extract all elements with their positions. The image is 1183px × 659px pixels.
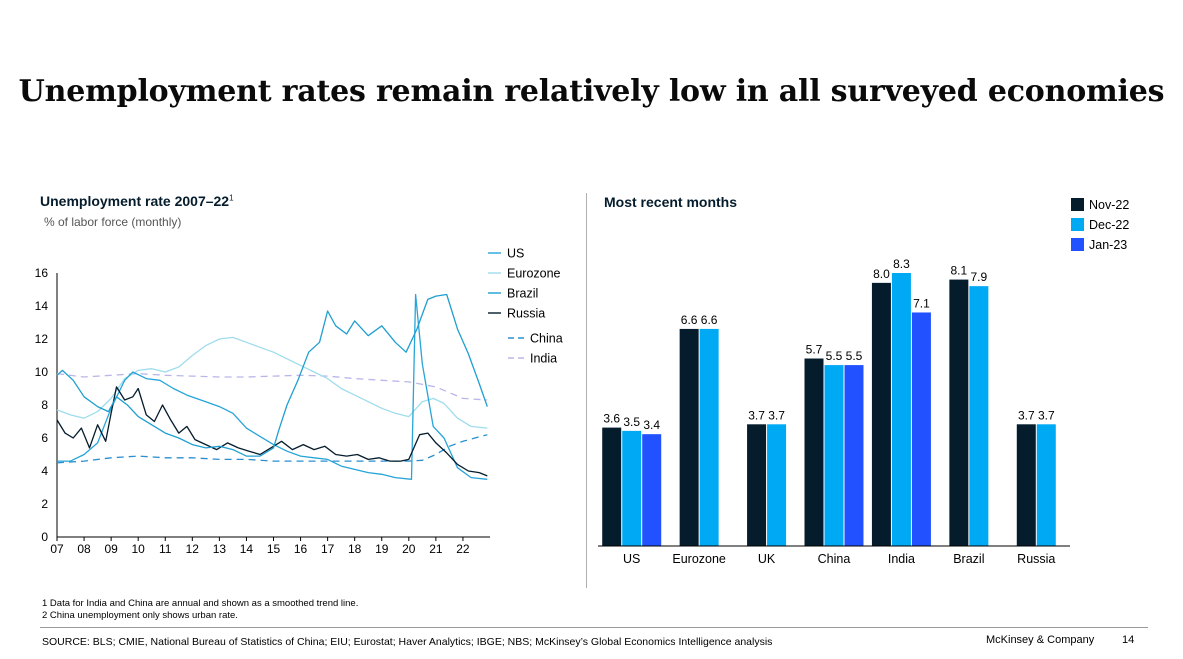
series-line-us bbox=[57, 293, 488, 480]
series-line-china bbox=[56, 434, 488, 464]
bar-value-label: 7.1 bbox=[913, 296, 930, 310]
category-label-china: China bbox=[818, 552, 851, 566]
bar-china-jan-23 bbox=[844, 365, 864, 546]
bar-russia-dec-22 bbox=[1036, 424, 1056, 546]
x-tick-label: 15 bbox=[267, 542, 281, 556]
bar-value-label: 3.6 bbox=[603, 412, 620, 426]
x-tick-label: 16 bbox=[294, 542, 308, 556]
page-title: Unemployment rates remain relatively low… bbox=[18, 74, 1165, 109]
category-label-russia: Russia bbox=[1017, 552, 1055, 566]
source-line: SOURCE: BLS; CMIE, National Bureau of St… bbox=[42, 636, 773, 648]
category-label-uk: UK bbox=[758, 552, 776, 566]
bar-india-nov-22 bbox=[871, 282, 891, 546]
line-chart-title-text: Unemployment rate 2007–22 bbox=[40, 193, 230, 209]
legend-label-nov-22: Nov-22 bbox=[1089, 198, 1129, 212]
bar-value-label: 6.6 bbox=[681, 313, 698, 327]
bar-us-dec-22 bbox=[622, 430, 642, 546]
bar-value-label: 3.7 bbox=[748, 408, 765, 422]
y-tick-label: 16 bbox=[35, 266, 49, 280]
x-tick-label: 11 bbox=[159, 542, 172, 556]
bar-us-jan-23 bbox=[642, 434, 662, 546]
bar-value-label: 8.1 bbox=[951, 264, 968, 278]
x-tick-label: 07 bbox=[50, 542, 64, 556]
legend-label-india: India bbox=[530, 352, 557, 366]
series-line-russia bbox=[56, 386, 488, 477]
category-label-india: India bbox=[888, 552, 915, 566]
line-chart-subtitle: % of labor force (monthly) bbox=[44, 215, 182, 229]
bar-china-dec-22 bbox=[824, 365, 844, 546]
bar-value-label: 5.5 bbox=[826, 349, 843, 363]
legend-label-brazil: Brazil bbox=[507, 287, 538, 301]
bar-value-label: 8.3 bbox=[893, 257, 910, 271]
x-tick-label: 19 bbox=[375, 542, 389, 556]
line-chart-title: Unemployment rate 2007–221 bbox=[40, 193, 234, 209]
chart-divider bbox=[586, 193, 587, 588]
category-label-eurozone: Eurozone bbox=[672, 552, 726, 566]
bar-uk-nov-22 bbox=[747, 424, 767, 546]
bar-eurozone-dec-22 bbox=[699, 328, 719, 546]
line-chart-footnote-mark: 1 bbox=[229, 193, 234, 203]
legend-label-dec-22: Dec-22 bbox=[1089, 218, 1129, 232]
brand-name: McKinsey & Company bbox=[986, 634, 1095, 646]
y-tick-label: 10 bbox=[35, 365, 49, 379]
bar-value-label: 3.4 bbox=[643, 418, 660, 432]
x-tick-label: 17 bbox=[321, 542, 335, 556]
bar-value-label: 3.7 bbox=[1018, 408, 1035, 422]
y-tick-label: 6 bbox=[41, 431, 48, 445]
bar-value-label: 3.5 bbox=[623, 415, 640, 429]
y-tick-label: 12 bbox=[35, 332, 49, 346]
footer-rule bbox=[40, 627, 1148, 628]
legend-label-china: China bbox=[530, 332, 563, 346]
bar-eurozone-nov-22 bbox=[679, 328, 699, 546]
y-tick-label: 4 bbox=[41, 464, 48, 478]
bar-value-label: 5.5 bbox=[846, 349, 863, 363]
bar-value-label: 7.9 bbox=[971, 270, 988, 284]
bar-us-nov-22 bbox=[602, 427, 622, 546]
footnote-2: 2 China unemployment only shows urban ra… bbox=[42, 610, 238, 621]
bar-value-label: 3.7 bbox=[1038, 408, 1055, 422]
x-tick-label: 08 bbox=[77, 542, 91, 556]
bar-russia-nov-22 bbox=[1016, 424, 1036, 546]
legend-label-us: US bbox=[507, 247, 524, 261]
bar-value-label: 3.7 bbox=[768, 408, 785, 422]
x-tick-label: 09 bbox=[104, 542, 118, 556]
y-tick-label: 2 bbox=[41, 497, 48, 511]
legend-swatch-nov-22 bbox=[1071, 198, 1084, 211]
legend-label-jan-23: Jan-23 bbox=[1089, 238, 1127, 252]
x-tick-label: 12 bbox=[186, 542, 200, 556]
y-tick-label: 14 bbox=[35, 299, 49, 313]
bar-china-nov-22 bbox=[804, 358, 824, 546]
bar-india-jan-23 bbox=[911, 312, 931, 546]
series-line-india bbox=[56, 372, 488, 401]
bar-brazil-nov-22 bbox=[949, 279, 969, 546]
bar-value-label: 8.0 bbox=[873, 267, 890, 281]
bar-uk-dec-22 bbox=[767, 424, 787, 546]
y-tick-label: 8 bbox=[41, 398, 48, 412]
bar-chart-title: Most recent months bbox=[604, 194, 738, 210]
bar-value-label: 6.6 bbox=[701, 313, 718, 327]
category-label-brazil: Brazil bbox=[953, 552, 984, 566]
legend-swatch-dec-22 bbox=[1071, 218, 1084, 231]
x-tick-label: 21 bbox=[429, 542, 443, 556]
legend-label-eurozone: Eurozone bbox=[507, 267, 561, 281]
bar-india-dec-22 bbox=[891, 273, 911, 546]
y-tick-label: 0 bbox=[41, 530, 48, 544]
footnote-1: 1 Data for India and China are annual an… bbox=[42, 598, 359, 609]
category-label-us: US bbox=[623, 552, 640, 566]
legend-swatch-jan-23 bbox=[1071, 238, 1084, 251]
bar-brazil-dec-22 bbox=[969, 286, 989, 546]
bar-value-label: 5.7 bbox=[806, 343, 823, 357]
x-tick-label: 20 bbox=[402, 542, 416, 556]
x-tick-label: 13 bbox=[213, 542, 227, 556]
x-tick-label: 22 bbox=[456, 542, 470, 556]
x-tick-label: 10 bbox=[132, 542, 146, 556]
legend-label-russia: Russia bbox=[507, 307, 545, 321]
x-tick-label: 14 bbox=[240, 542, 254, 556]
series-line-brazil bbox=[56, 293, 488, 457]
page-number: 14 bbox=[1122, 634, 1135, 646]
x-tick-label: 18 bbox=[348, 542, 362, 556]
